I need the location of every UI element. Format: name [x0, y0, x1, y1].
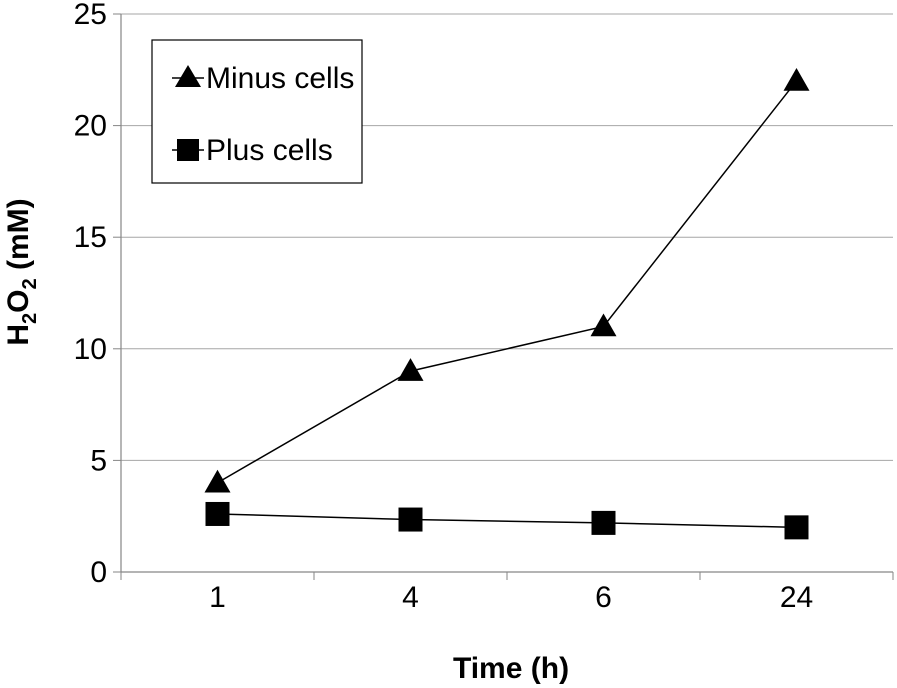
series-layer: [204, 67, 810, 540]
series-minus-cells: [204, 67, 810, 493]
square-marker: [205, 501, 230, 526]
legend: Minus cells Plus cells: [151, 39, 363, 184]
x-axis-title: Time (h): [453, 652, 569, 685]
series-line: [217, 80, 798, 484]
axes: 0 5 10 15 20 25 1 4 6 24: [74, 0, 894, 614]
x-tick-label: 1: [209, 581, 226, 614]
triangle-marker: [590, 313, 617, 337]
series-plus-cells: [205, 501, 809, 540]
legend-label: Minus cells: [206, 62, 354, 95]
triangle-marker: [397, 358, 424, 381]
x-tick-label: 24: [780, 581, 813, 614]
triangle-marker: [783, 67, 810, 91]
legend-item-plus-cells: Plus cells: [172, 134, 333, 167]
y-axis-title: H2O2 (mM): [2, 198, 41, 345]
legend-label: Plus cells: [206, 134, 333, 167]
y-tick-label: 20: [74, 110, 107, 143]
triangle-marker-icon: [175, 65, 201, 87]
legend-item-minus-cells: Minus cells: [172, 62, 354, 95]
series-line: [217, 513, 797, 529]
y-tick-label: 5: [90, 444, 107, 477]
square-marker: [398, 507, 423, 532]
y-tick-label: 10: [74, 333, 107, 366]
x-tick-label: 6: [595, 581, 612, 614]
y-tick-label: 25: [74, 0, 107, 31]
square-marker: [784, 515, 809, 540]
square-marker: [591, 510, 616, 535]
x-tick-label: 4: [402, 581, 419, 614]
triangle-marker: [204, 469, 231, 493]
y-tick-label: 0: [90, 556, 107, 589]
y-tick-label: 15: [74, 221, 107, 254]
square-marker-icon: [177, 139, 199, 161]
